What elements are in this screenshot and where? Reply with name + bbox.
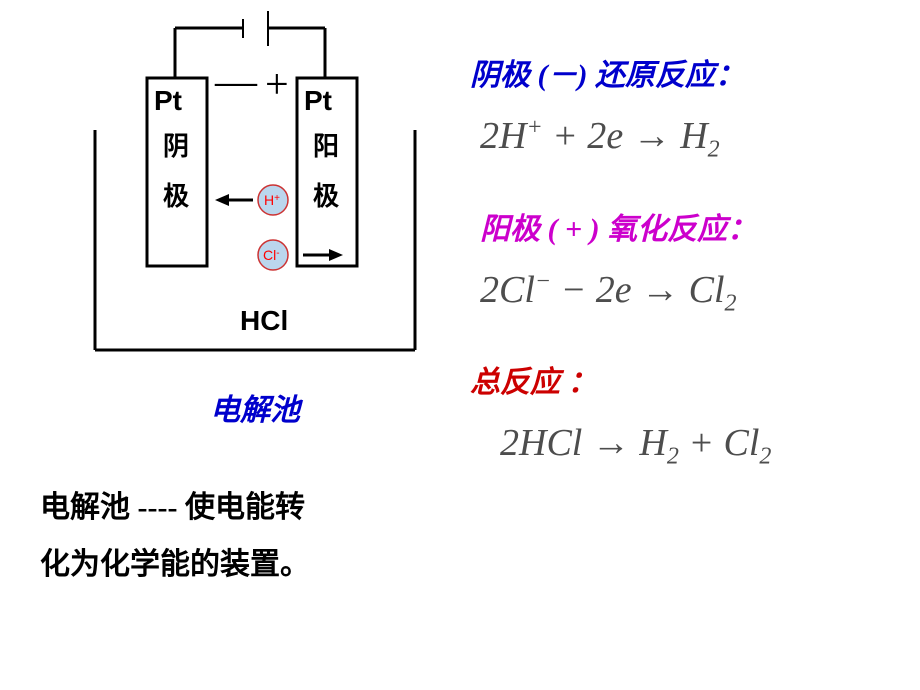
diagram-title: 电解池 bbox=[40, 385, 470, 429]
description-line2: 化为化学能的装置。 bbox=[40, 536, 470, 593]
cathode-label-2: 极 bbox=[163, 182, 190, 211]
anode-equation: 2Cl− − 2e → Cl2 bbox=[480, 268, 900, 318]
anode-title: 阳极 ( + ) 氧化反应： bbox=[480, 204, 900, 248]
total-title: 总反应 ： bbox=[470, 357, 900, 401]
minus-sign: — bbox=[214, 59, 258, 105]
cathode-label-1: 阴 bbox=[163, 132, 189, 161]
pt-left: Pt bbox=[154, 85, 182, 116]
description-line1: 电解池 ---- 使电能转 bbox=[40, 479, 470, 536]
arrow-left-icon bbox=[215, 194, 253, 206]
solution-label: HCl bbox=[240, 305, 288, 336]
cathode-equation: 2H+ + 2e → H2 bbox=[480, 114, 900, 164]
total-equation: 2HCl → H2 + Cl2 bbox=[500, 421, 900, 471]
plus-sign: + bbox=[265, 62, 289, 108]
description: 电解池 ---- 使电能转 化为化学能的装置。 bbox=[40, 479, 470, 593]
pt-right: Pt bbox=[304, 85, 332, 116]
anode-label-1: 阳 bbox=[313, 132, 339, 161]
electrolysis-diagram: — + Pt 阴 极 Pt 阳 极 H+ Cl- HCl bbox=[55, 10, 455, 370]
anode-label-2: 极 bbox=[313, 182, 340, 211]
cathode-title: 阴极 (－) 还原反应： bbox=[470, 50, 900, 94]
